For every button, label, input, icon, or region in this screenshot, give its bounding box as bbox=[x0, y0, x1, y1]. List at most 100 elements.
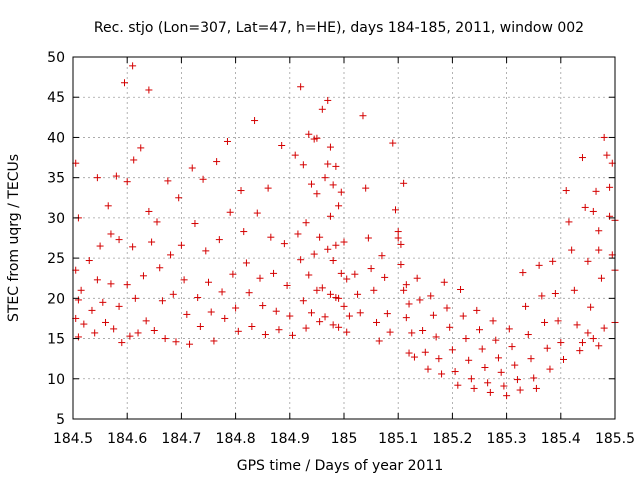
y-tick-label: 30 bbox=[47, 211, 65, 227]
data-point bbox=[503, 392, 511, 400]
data-point bbox=[297, 83, 305, 91]
data-point bbox=[326, 212, 334, 220]
data-point bbox=[161, 335, 169, 343]
data-point bbox=[516, 386, 524, 394]
data-point bbox=[272, 307, 280, 315]
data-point bbox=[459, 312, 467, 320]
data-point bbox=[530, 374, 538, 382]
data-point bbox=[305, 271, 313, 279]
data-point bbox=[589, 335, 597, 343]
data-point bbox=[256, 274, 264, 282]
data-point bbox=[337, 269, 345, 277]
data-point bbox=[145, 207, 153, 215]
data-point bbox=[80, 320, 88, 328]
data-point bbox=[570, 286, 578, 294]
data-point bbox=[513, 376, 521, 384]
data-point bbox=[297, 256, 305, 264]
data-point bbox=[148, 238, 156, 246]
data-point bbox=[405, 349, 413, 357]
data-point bbox=[102, 318, 110, 326]
data-point bbox=[123, 178, 131, 186]
data-point bbox=[386, 328, 394, 336]
data-point bbox=[283, 281, 291, 289]
data-point bbox=[188, 164, 196, 172]
data-point bbox=[307, 180, 315, 188]
data-point bbox=[294, 230, 302, 238]
data-point bbox=[494, 354, 502, 362]
y-tick-label: 15 bbox=[47, 332, 65, 348]
data-point bbox=[335, 202, 343, 210]
data-point bbox=[270, 269, 278, 277]
data-point bbox=[354, 290, 362, 298]
data-point bbox=[299, 297, 307, 305]
data-point bbox=[137, 144, 145, 152]
data-point bbox=[359, 112, 367, 120]
data-point bbox=[538, 292, 546, 300]
data-point bbox=[543, 344, 551, 352]
y-tick-label: 5 bbox=[56, 412, 65, 428]
data-point bbox=[343, 275, 351, 283]
data-point bbox=[557, 339, 565, 347]
data-point bbox=[603, 151, 611, 159]
data-point bbox=[326, 290, 334, 298]
data-point bbox=[335, 294, 343, 302]
x-tick-label: 184.9 bbox=[270, 431, 310, 447]
data-point bbox=[318, 105, 326, 113]
data-point bbox=[578, 154, 586, 162]
data-point bbox=[74, 296, 82, 304]
data-point bbox=[597, 274, 605, 282]
data-point bbox=[364, 234, 372, 242]
x-tick-label: 185.4 bbox=[541, 431, 581, 447]
x-tick-label: 185.5 bbox=[595, 431, 635, 447]
data-point bbox=[489, 317, 497, 325]
data-point bbox=[505, 325, 513, 333]
data-point bbox=[606, 183, 614, 191]
data-point bbox=[112, 172, 120, 180]
data-point bbox=[405, 300, 413, 308]
data-point bbox=[560, 355, 568, 363]
x-tick-label: 184.6 bbox=[107, 431, 147, 447]
data-point bbox=[402, 281, 410, 289]
y-tick-label: 45 bbox=[47, 90, 65, 106]
data-point bbox=[139, 272, 147, 280]
data-point bbox=[104, 202, 112, 210]
y-tick-label: 40 bbox=[47, 130, 65, 146]
data-point bbox=[153, 218, 161, 226]
data-point bbox=[318, 284, 326, 292]
data-point bbox=[302, 219, 310, 227]
data-point bbox=[508, 343, 516, 351]
data-point bbox=[191, 220, 199, 228]
data-point bbox=[164, 177, 172, 185]
data-point bbox=[316, 233, 324, 241]
data-point bbox=[424, 365, 432, 373]
data-point bbox=[177, 241, 185, 249]
data-point bbox=[378, 252, 386, 260]
data-point bbox=[573, 321, 581, 329]
data-point bbox=[245, 289, 253, 297]
data-point bbox=[202, 247, 210, 255]
data-point bbox=[115, 302, 123, 310]
data-point bbox=[435, 355, 443, 363]
x-tick-label: 184.5 bbox=[53, 431, 93, 447]
y-axis-label: STEC from uqrg / TECUs bbox=[6, 154, 22, 322]
data-point bbox=[321, 313, 329, 321]
data-point bbox=[131, 294, 139, 302]
data-point bbox=[210, 337, 218, 345]
data-point bbox=[524, 331, 532, 339]
y-tick-label: 10 bbox=[47, 372, 65, 388]
data-point bbox=[324, 160, 332, 168]
data-point bbox=[120, 79, 128, 87]
x-tick-label: 184.8 bbox=[216, 431, 256, 447]
data-point bbox=[397, 240, 405, 248]
data-point bbox=[299, 161, 307, 169]
data-point bbox=[476, 326, 483, 334]
data-point bbox=[261, 331, 269, 339]
grid-lines bbox=[73, 57, 615, 419]
data-point bbox=[253, 209, 261, 217]
data-point bbox=[416, 296, 424, 304]
data-point bbox=[394, 228, 402, 236]
data-point bbox=[264, 184, 272, 192]
data-point bbox=[213, 158, 221, 166]
data-point bbox=[400, 286, 408, 294]
data-point bbox=[576, 347, 584, 355]
